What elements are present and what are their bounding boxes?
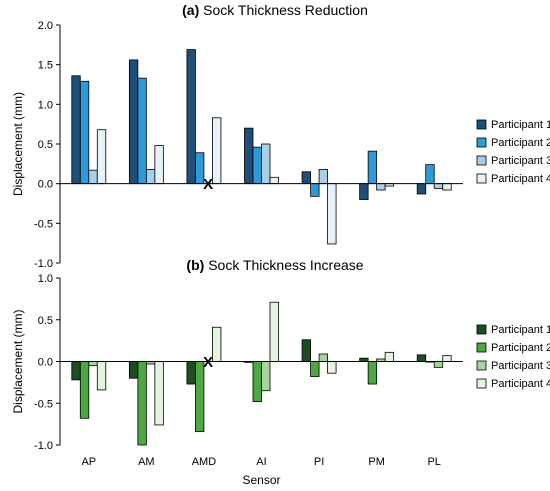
legend: Participant 1 Participant 2 Participant 3 P… — [476, 119, 550, 185]
legend-label: Participant 3 — [491, 155, 550, 167]
y-tick-label: -1.0 — [34, 440, 53, 452]
bar-participant-3-ap — [88, 361, 98, 367]
chart-b: -1.0 -0.5 0.0 0.5 1.0 Displacement (mm) X AP AM A… — [11, 273, 550, 487]
legend-label: Participant 2 — [491, 342, 550, 354]
y-tick-label: 0.5 — [38, 139, 53, 151]
bar-participant-4-pm — [384, 351, 395, 362]
missing-value-x-marker: X — [203, 176, 213, 193]
legend-label: Participant 4 — [491, 378, 550, 390]
bar-participant-1-ai — [244, 127, 254, 185]
chart-title: (b) Sock Thickness Increase — [186, 257, 363, 273]
bar-participant-1-am — [128, 59, 139, 185]
legend-swatch — [476, 360, 487, 371]
x-category-label: PM — [368, 456, 385, 468]
x-axis-title: Sensor — [242, 473, 280, 487]
y-axis-title: Displacement (mm) — [11, 309, 25, 413]
bar-participant-2-pm — [367, 361, 378, 385]
x-category-label: AMD — [192, 456, 217, 468]
bar-participant-2-ap — [79, 361, 90, 419]
chart-title-panel-letter: (a) — [182, 2, 199, 18]
bar-participant-3-pl — [433, 361, 444, 368]
bar-participant-2-ai — [252, 361, 262, 402]
bar-participant-1-pm — [359, 357, 369, 362]
bar-participant-4-ai — [269, 176, 279, 185]
legend-swatch — [476, 119, 487, 130]
legend: Participant 1 Participant 2 Participant 3 P… — [476, 324, 550, 390]
legend-label: Participant 1 — [491, 324, 550, 336]
y-tick-label: 0.0 — [38, 179, 53, 191]
bar-participant-3-ai — [261, 143, 271, 185]
legend-label: Participant 2 — [491, 137, 550, 149]
bar-participant-4-pi — [327, 361, 337, 374]
bar-participant-1-pl — [416, 183, 427, 195]
y-tick-label: -1.0 — [34, 258, 53, 270]
bar-participant-4-ap — [96, 129, 107, 185]
legend-swatch — [476, 137, 487, 148]
y-tick-label: 1.0 — [38, 99, 53, 111]
y-tick-label: 1.0 — [38, 273, 53, 285]
chart-title-panel-letter: (b) — [186, 257, 204, 273]
bar-participant-3-am — [145, 168, 156, 185]
legend-label: Participant 4 — [491, 173, 550, 185]
x-category-label: AM — [138, 456, 155, 468]
bar-participant-4-am — [154, 145, 164, 185]
missing-value-x-marker: X — [203, 354, 213, 371]
bar-participant-1-amd — [186, 49, 196, 185]
legend-label: Participant 3 — [491, 360, 550, 372]
chart-title: (a) Sock Thickness Reduction — [182, 2, 368, 18]
bar-participant-1-ap — [71, 361, 81, 381]
bar-participant-4-am — [154, 361, 164, 426]
y-tick-label: 0.5 — [38, 315, 53, 327]
y-tick-label: -0.5 — [34, 218, 53, 230]
bar-participant-3-ap — [88, 169, 98, 185]
bar-participant-2-am — [137, 361, 147, 446]
bar-participant-4-pi — [327, 183, 337, 245]
bar-participant-3-pl — [433, 183, 444, 189]
bar-participant-2-ap — [79, 80, 90, 185]
bar-participant-1-pm — [359, 183, 369, 200]
y-tick-label: 1.5 — [38, 60, 53, 72]
y-tick-label: 0.0 — [38, 357, 53, 369]
bar-participant-3-pm — [376, 183, 386, 191]
bar-participant-1-pi — [301, 171, 311, 185]
bar-participant-1-amd — [186, 361, 196, 385]
legend-swatch — [476, 378, 487, 389]
legend-label: Participant 1 — [491, 119, 550, 131]
bar-participant-4-ap — [96, 361, 107, 391]
x-category-label: AI — [256, 456, 266, 468]
bar-participant-1-pi — [301, 339, 311, 362]
chart-title-text: Sock Thickness Increase — [204, 257, 363, 273]
x-category-label: PL — [427, 456, 440, 468]
bar-participant-4-pl — [442, 183, 452, 191]
bar-participant-3-pi — [318, 353, 328, 362]
bar-participant-4-pl — [442, 355, 452, 362]
bar-participant-2-am — [137, 77, 147, 185]
y-axis-title: Displacement (mm) — [11, 92, 25, 196]
chart-a: -1.0 -0.5 0.0 0.5 1.0 1.5 2.0 Displacement (mm)… — [11, 20, 550, 270]
bar-participant-2-pi — [310, 183, 320, 197]
bar-participant-3-pi — [318, 168, 328, 185]
bar-participant-2-ai — [252, 146, 262, 185]
y-tick-label: -0.5 — [34, 398, 53, 410]
bar-participant-2-amd — [195, 361, 205, 433]
bar-participant-3-ai — [261, 361, 271, 392]
bar-participant-1-am — [128, 361, 139, 379]
chart-title-text: Sock Thickness Reduction — [199, 2, 368, 18]
legend-swatch — [476, 342, 487, 353]
bar-participant-2-pl — [425, 164, 435, 185]
bar-participant-4-amd — [212, 117, 222, 185]
legend-swatch — [476, 324, 487, 335]
x-category-label: AP — [81, 456, 96, 468]
legend-swatch — [476, 173, 487, 184]
bar-participant-2-pi — [310, 361, 320, 377]
bar-participant-1-pl — [416, 354, 427, 362]
bar-participant-4-ai — [269, 301, 279, 362]
bar-participant-4-amd — [212, 326, 222, 362]
y-tick-label: 2.0 — [38, 20, 53, 32]
legend-swatch — [476, 155, 487, 166]
bar-participant-1-ap — [71, 75, 81, 185]
bar-participant-2-pm — [367, 150, 378, 185]
x-category-label: PI — [314, 456, 324, 468]
